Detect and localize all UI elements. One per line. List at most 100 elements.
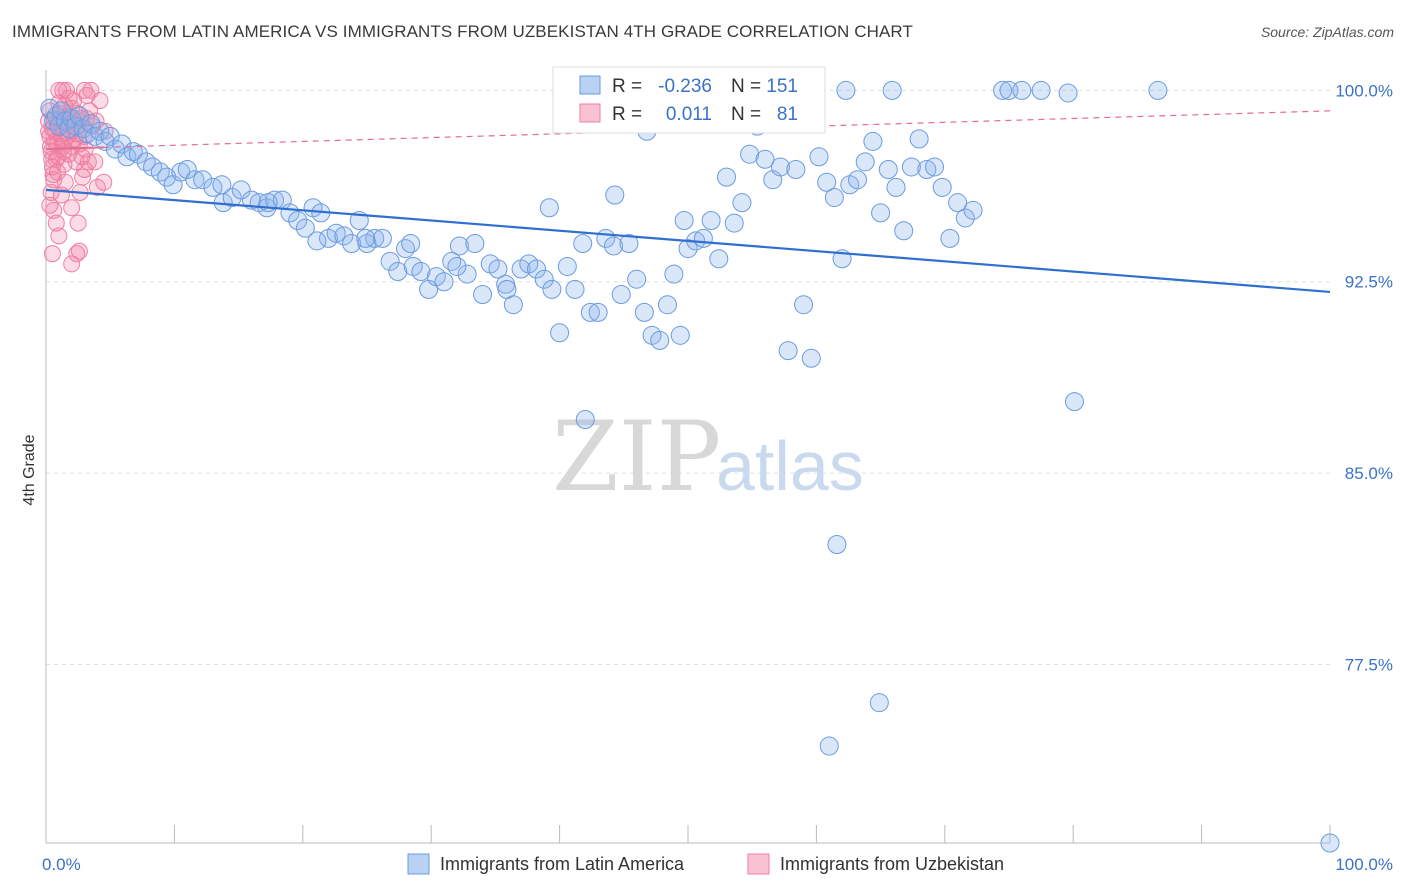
- data-point-latin-america: [709, 249, 729, 269]
- source-credit: Source: ZipAtlas.com: [1260, 24, 1394, 40]
- data-point-latin-america: [701, 211, 721, 231]
- data-point-latin-america: [724, 213, 744, 233]
- data-point-uzbekistan: [63, 199, 81, 217]
- y-tick-label: 100.0%: [1335, 81, 1393, 100]
- data-point-latin-america: [401, 233, 421, 253]
- data-point-latin-america: [51, 101, 71, 121]
- data-point-latin-america: [449, 236, 469, 256]
- data-point-uzbekistan: [86, 153, 104, 171]
- watermark: ZIP atlas: [552, 401, 864, 513]
- data-point-latin-america: [611, 285, 631, 305]
- legend-swatch-uzbekistan: [747, 853, 770, 875]
- data-point-latin-america: [565, 279, 585, 299]
- data-point-latin-america: [901, 157, 921, 177]
- data-point-uzbekistan: [50, 227, 68, 245]
- data-point-latin-america: [550, 323, 570, 343]
- data-point-latin-america: [993, 80, 1013, 100]
- series-legend: Immigrants from Latin America Immigrants…: [407, 853, 1004, 875]
- data-point-latin-america: [963, 200, 983, 220]
- stats-n-value-blue: 151: [766, 76, 798, 97]
- data-point-latin-america: [1012, 80, 1032, 100]
- data-point-uzbekistan: [56, 173, 74, 191]
- data-point-uzbekistan: [41, 196, 59, 214]
- data-point-latin-america: [886, 177, 906, 197]
- data-point-latin-america: [955, 208, 975, 228]
- data-point-latin-america: [940, 228, 960, 248]
- data-point-latin-america: [1058, 83, 1078, 103]
- x-tick-label: 100.0%: [1335, 855, 1393, 874]
- data-point-latin-america: [827, 535, 847, 555]
- data-point-uzbekistan: [74, 168, 92, 186]
- data-point-uzbekistan: [43, 245, 61, 263]
- data-point-latin-america: [809, 147, 829, 167]
- stats-swatch-blue: [579, 75, 601, 95]
- data-point-latin-america: [288, 211, 308, 231]
- data-point-latin-america: [894, 221, 914, 241]
- data-point-latin-america: [824, 188, 844, 208]
- data-point-uzbekistan: [42, 183, 60, 201]
- watermark-zip: ZIP: [552, 401, 721, 513]
- data-point-latin-america: [801, 348, 821, 368]
- data-point-latin-america: [1064, 392, 1084, 412]
- data-point-latin-america: [650, 330, 670, 350]
- stats-r-label-pink: R =: [612, 104, 642, 125]
- data-point-latin-america: [732, 193, 752, 213]
- data-point-latin-america: [717, 167, 737, 187]
- data-point-latin-america: [241, 190, 261, 210]
- data-point-latin-america: [786, 159, 806, 179]
- data-point-uzbekistan: [91, 92, 109, 110]
- x-tick-label: 0.0%: [42, 855, 81, 874]
- data-point-latin-america: [95, 131, 115, 151]
- data-point-latin-america: [604, 236, 624, 256]
- data-point-latin-america: [847, 170, 867, 190]
- y-tick-labels: 100.0% 92.5% 85.0% 77.5%: [1335, 81, 1393, 674]
- series-latin-america-points: [40, 80, 1340, 853]
- data-point-latin-america: [693, 228, 713, 248]
- data-point-latin-america: [100, 126, 120, 146]
- data-point-latin-america: [778, 341, 798, 361]
- data-point-latin-america: [909, 129, 929, 149]
- data-point-latin-america: [557, 256, 577, 276]
- stats-n-label-blue: N =: [731, 76, 761, 97]
- data-point-latin-america: [882, 80, 902, 100]
- data-point-latin-america: [372, 228, 392, 248]
- data-point-latin-america: [836, 80, 856, 100]
- data-point-latin-america: [157, 167, 177, 187]
- data-point-latin-america: [534, 269, 554, 289]
- y-tick-label: 77.5%: [1345, 655, 1393, 674]
- stats-n-value-pink: 81: [777, 104, 798, 125]
- data-point-latin-america: [526, 259, 546, 279]
- data-point-latin-america: [932, 177, 952, 197]
- data-point-latin-america: [488, 259, 508, 279]
- data-point-latin-america: [657, 295, 677, 315]
- data-point-latin-america: [869, 693, 889, 713]
- data-point-latin-america: [457, 264, 477, 284]
- stats-legend: R = -0.236 N = 151 R = 0.011 N = 81: [552, 66, 826, 134]
- data-point-latin-america: [619, 233, 639, 253]
- data-point-latin-america: [90, 121, 110, 141]
- data-point-uzbekistan: [67, 153, 85, 171]
- stats-swatch-pink: [579, 103, 601, 123]
- data-point-uzbekistan: [70, 242, 88, 260]
- data-point-latin-america: [948, 193, 968, 213]
- data-point-latin-america: [674, 211, 694, 231]
- data-point-latin-america: [871, 203, 891, 223]
- data-point-latin-america: [295, 218, 315, 238]
- trendlines: [45, 110, 1331, 294]
- data-point-latin-america: [356, 228, 376, 248]
- legend-swatch-latin-america: [407, 853, 430, 875]
- y-tick-label: 85.0%: [1345, 464, 1393, 483]
- data-point-latin-america: [465, 233, 485, 253]
- data-point-latin-america: [136, 152, 156, 172]
- data-point-latin-america: [634, 302, 654, 322]
- data-point-latin-america: [539, 198, 559, 218]
- data-point-latin-america: [925, 157, 945, 177]
- data-point-latin-america: [855, 152, 875, 172]
- data-point-latin-america: [388, 262, 408, 282]
- stats-r-value-blue: -0.236: [658, 76, 712, 97]
- legend-label-latin-america: Immigrants from Latin America: [440, 854, 685, 874]
- data-point-latin-america: [588, 302, 608, 322]
- gridlines: [46, 89, 1330, 665]
- stats-n-label-pink: N =: [731, 104, 761, 125]
- data-point-latin-america: [334, 226, 354, 246]
